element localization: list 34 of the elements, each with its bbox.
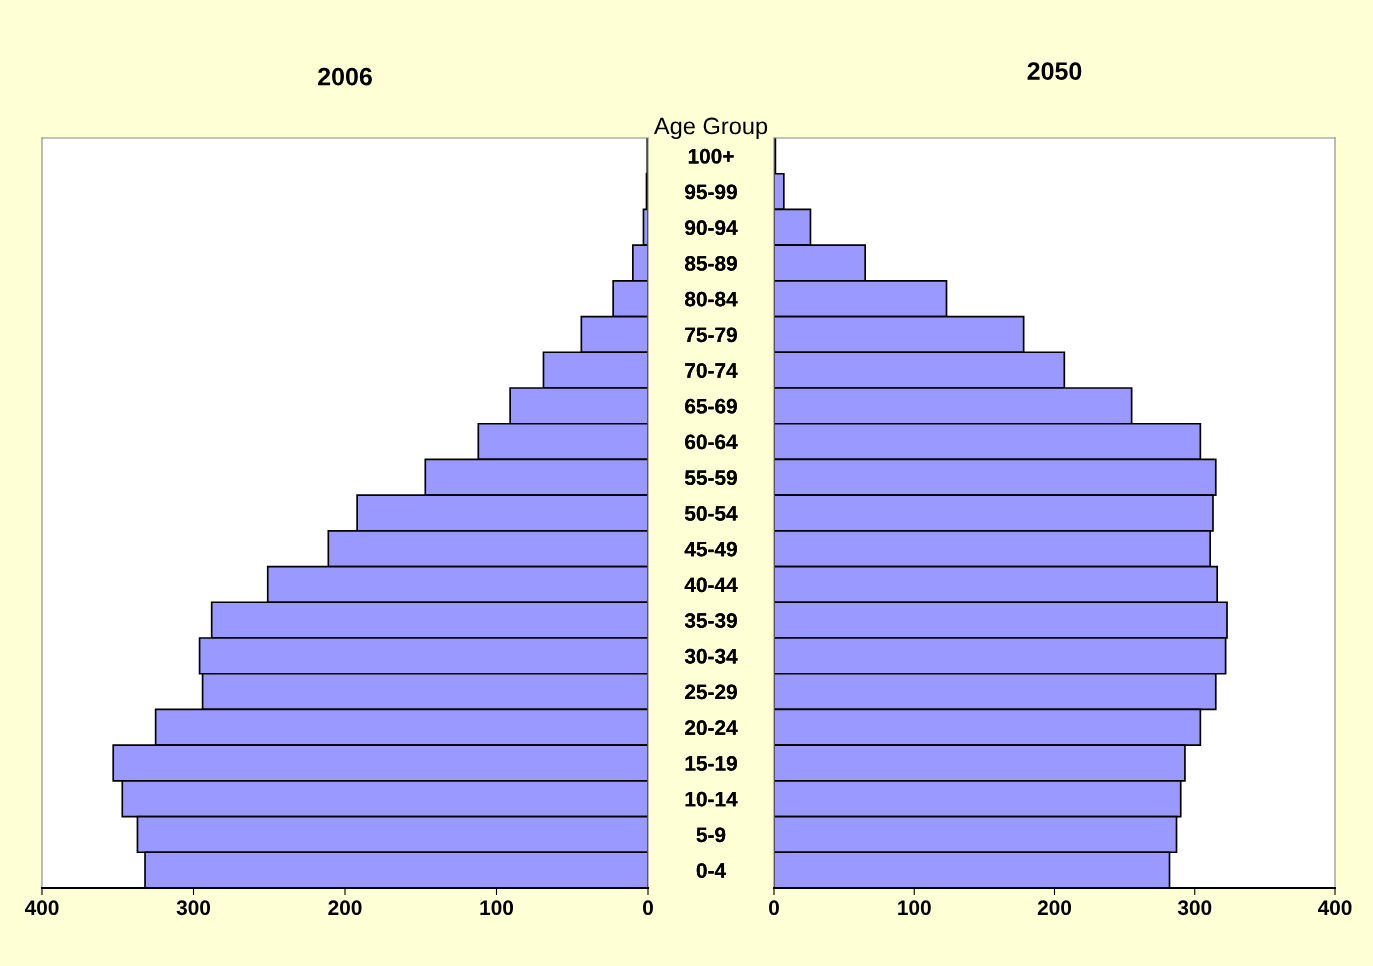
x-tick-label: 0 — [769, 900, 779, 916]
y-tick-label: 50-54 — [685, 506, 738, 521]
y-tick-label: 5-9 — [696, 827, 726, 843]
y-tick-label: 95-99 — [685, 184, 737, 200]
x-tick-label: 200 — [328, 900, 362, 916]
x-tick-label: 300 — [176, 900, 211, 916]
y-tick-label: 45-49 — [684, 541, 737, 557]
x-tick-label: 400 — [1317, 900, 1352, 916]
y-tick-label: 20-24 — [685, 720, 738, 736]
y-tick-label: 35-39 — [684, 613, 737, 628]
x-tick-label: 100 — [480, 900, 514, 916]
y-tick-label: 55-59 — [685, 470, 737, 486]
y-tick-label: 70-74 — [685, 363, 738, 378]
y-tick-label: 30-34 — [684, 648, 738, 664]
y-tick-label: 40-44 — [684, 577, 738, 593]
y-tick-label: 15-19 — [685, 756, 737, 771]
x-tick-label: 0 — [643, 900, 653, 916]
y-tick-label: 60-64 — [685, 434, 738, 450]
y-tick-label: 80-84 — [685, 291, 738, 307]
y-tick-label: 25-29 — [685, 684, 737, 700]
y-tick-label: 85-89 — [685, 256, 737, 271]
y-tick-label: 65-69 — [685, 398, 737, 414]
x-tick-label: 300 — [1177, 900, 1212, 916]
y-tick-label: 10-14 — [685, 791, 738, 807]
chart-title: 2006 — [318, 67, 372, 86]
y-tick-label: 90-94 — [685, 220, 738, 236]
chart-title: 2050 — [1027, 62, 1082, 80]
y-tick-label: 0-4 — [696, 863, 726, 878]
x-tick-label: 100 — [898, 900, 931, 916]
x-tick-label: 400 — [24, 900, 59, 916]
y-tick-label: 100+ — [688, 148, 734, 164]
y-tick-label: 75-79 — [685, 327, 737, 343]
y-axis-title: Age Group — [653, 117, 768, 140]
x-tick-label: 200 — [1037, 900, 1072, 916]
